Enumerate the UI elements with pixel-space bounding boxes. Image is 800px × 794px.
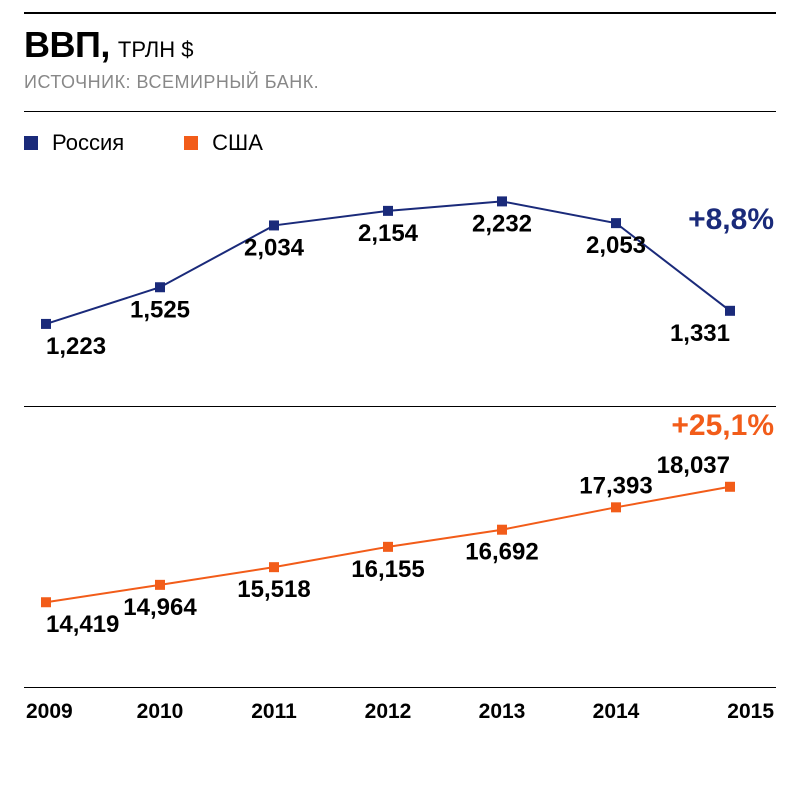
title: ВВП, ТРЛН $	[24, 12, 776, 66]
legend-item-russia: Россия	[24, 130, 124, 156]
source-line: ИСТОЧНИК: ВСЕМИРНЫЙ БАНК.	[24, 72, 776, 93]
x-axis-label: 2011	[251, 700, 297, 723]
legend-label-russia: Россия	[52, 130, 124, 156]
title-sub: ТРЛН $	[118, 37, 194, 63]
x-axis-label: 2010	[137, 700, 184, 723]
pct-change-label: +25,1%	[671, 409, 774, 442]
pct-change-label: +8,8%	[688, 203, 774, 236]
value-label: 14,964	[123, 594, 197, 621]
value-label: 14,419	[46, 611, 119, 638]
x-axis-label: 2012	[365, 700, 412, 723]
value-label: 2,154	[358, 220, 419, 247]
title-main: ВВП,	[24, 24, 110, 66]
chart-usa-svg: 14,41914,964 15,518 16,155 16,692 17,39318,0…	[24, 407, 776, 687]
value-label: 15,518	[237, 576, 310, 603]
value-label: 18,037	[657, 452, 730, 479]
value-label: 16,155	[351, 556, 424, 583]
legend: Россия США	[0, 112, 800, 156]
chart-russia: 1,223 1,525 2,034 2,154 2,232 2,053 1,331 +8,8%	[24, 156, 776, 406]
legend-marker-usa	[184, 136, 198, 150]
value-label: 1,525	[130, 296, 190, 323]
value-label: 2,232	[472, 210, 532, 237]
x-axis: 2009 2010 2011 2012 2013 2014 2015	[24, 688, 776, 732]
legend-marker-russia	[24, 136, 38, 150]
value-label: 2,034	[244, 234, 305, 261]
chart-russia-svg: 1,223 1,525 2,034 2,154 2,232 2,053 1,331 +8,8%	[24, 156, 776, 406]
value-label: 1,331	[670, 320, 730, 347]
value-label: 16,692	[465, 539, 538, 566]
value-label: 2,053	[586, 232, 646, 259]
chart-usa: 14,41914,964 15,518 16,155 16,692 17,39318,0…	[24, 407, 776, 687]
value-label: 17,393	[579, 472, 652, 499]
x-axis-label: 2015	[727, 700, 774, 723]
x-axis-label: 2014	[593, 700, 640, 723]
x-axis-label: 2009	[26, 700, 73, 723]
x-axis-svg: 2009 2010 2011 2012 2013 2014 2015	[24, 688, 776, 732]
value-label: 1,223	[46, 333, 106, 360]
legend-item-usa: США	[184, 130, 263, 156]
header: ВВП, ТРЛН $ ИСТОЧНИК: ВСЕМИРНЫЙ БАНК.	[0, 0, 800, 101]
x-axis-label: 2013	[479, 700, 526, 723]
legend-label-usa: США	[212, 130, 263, 156]
